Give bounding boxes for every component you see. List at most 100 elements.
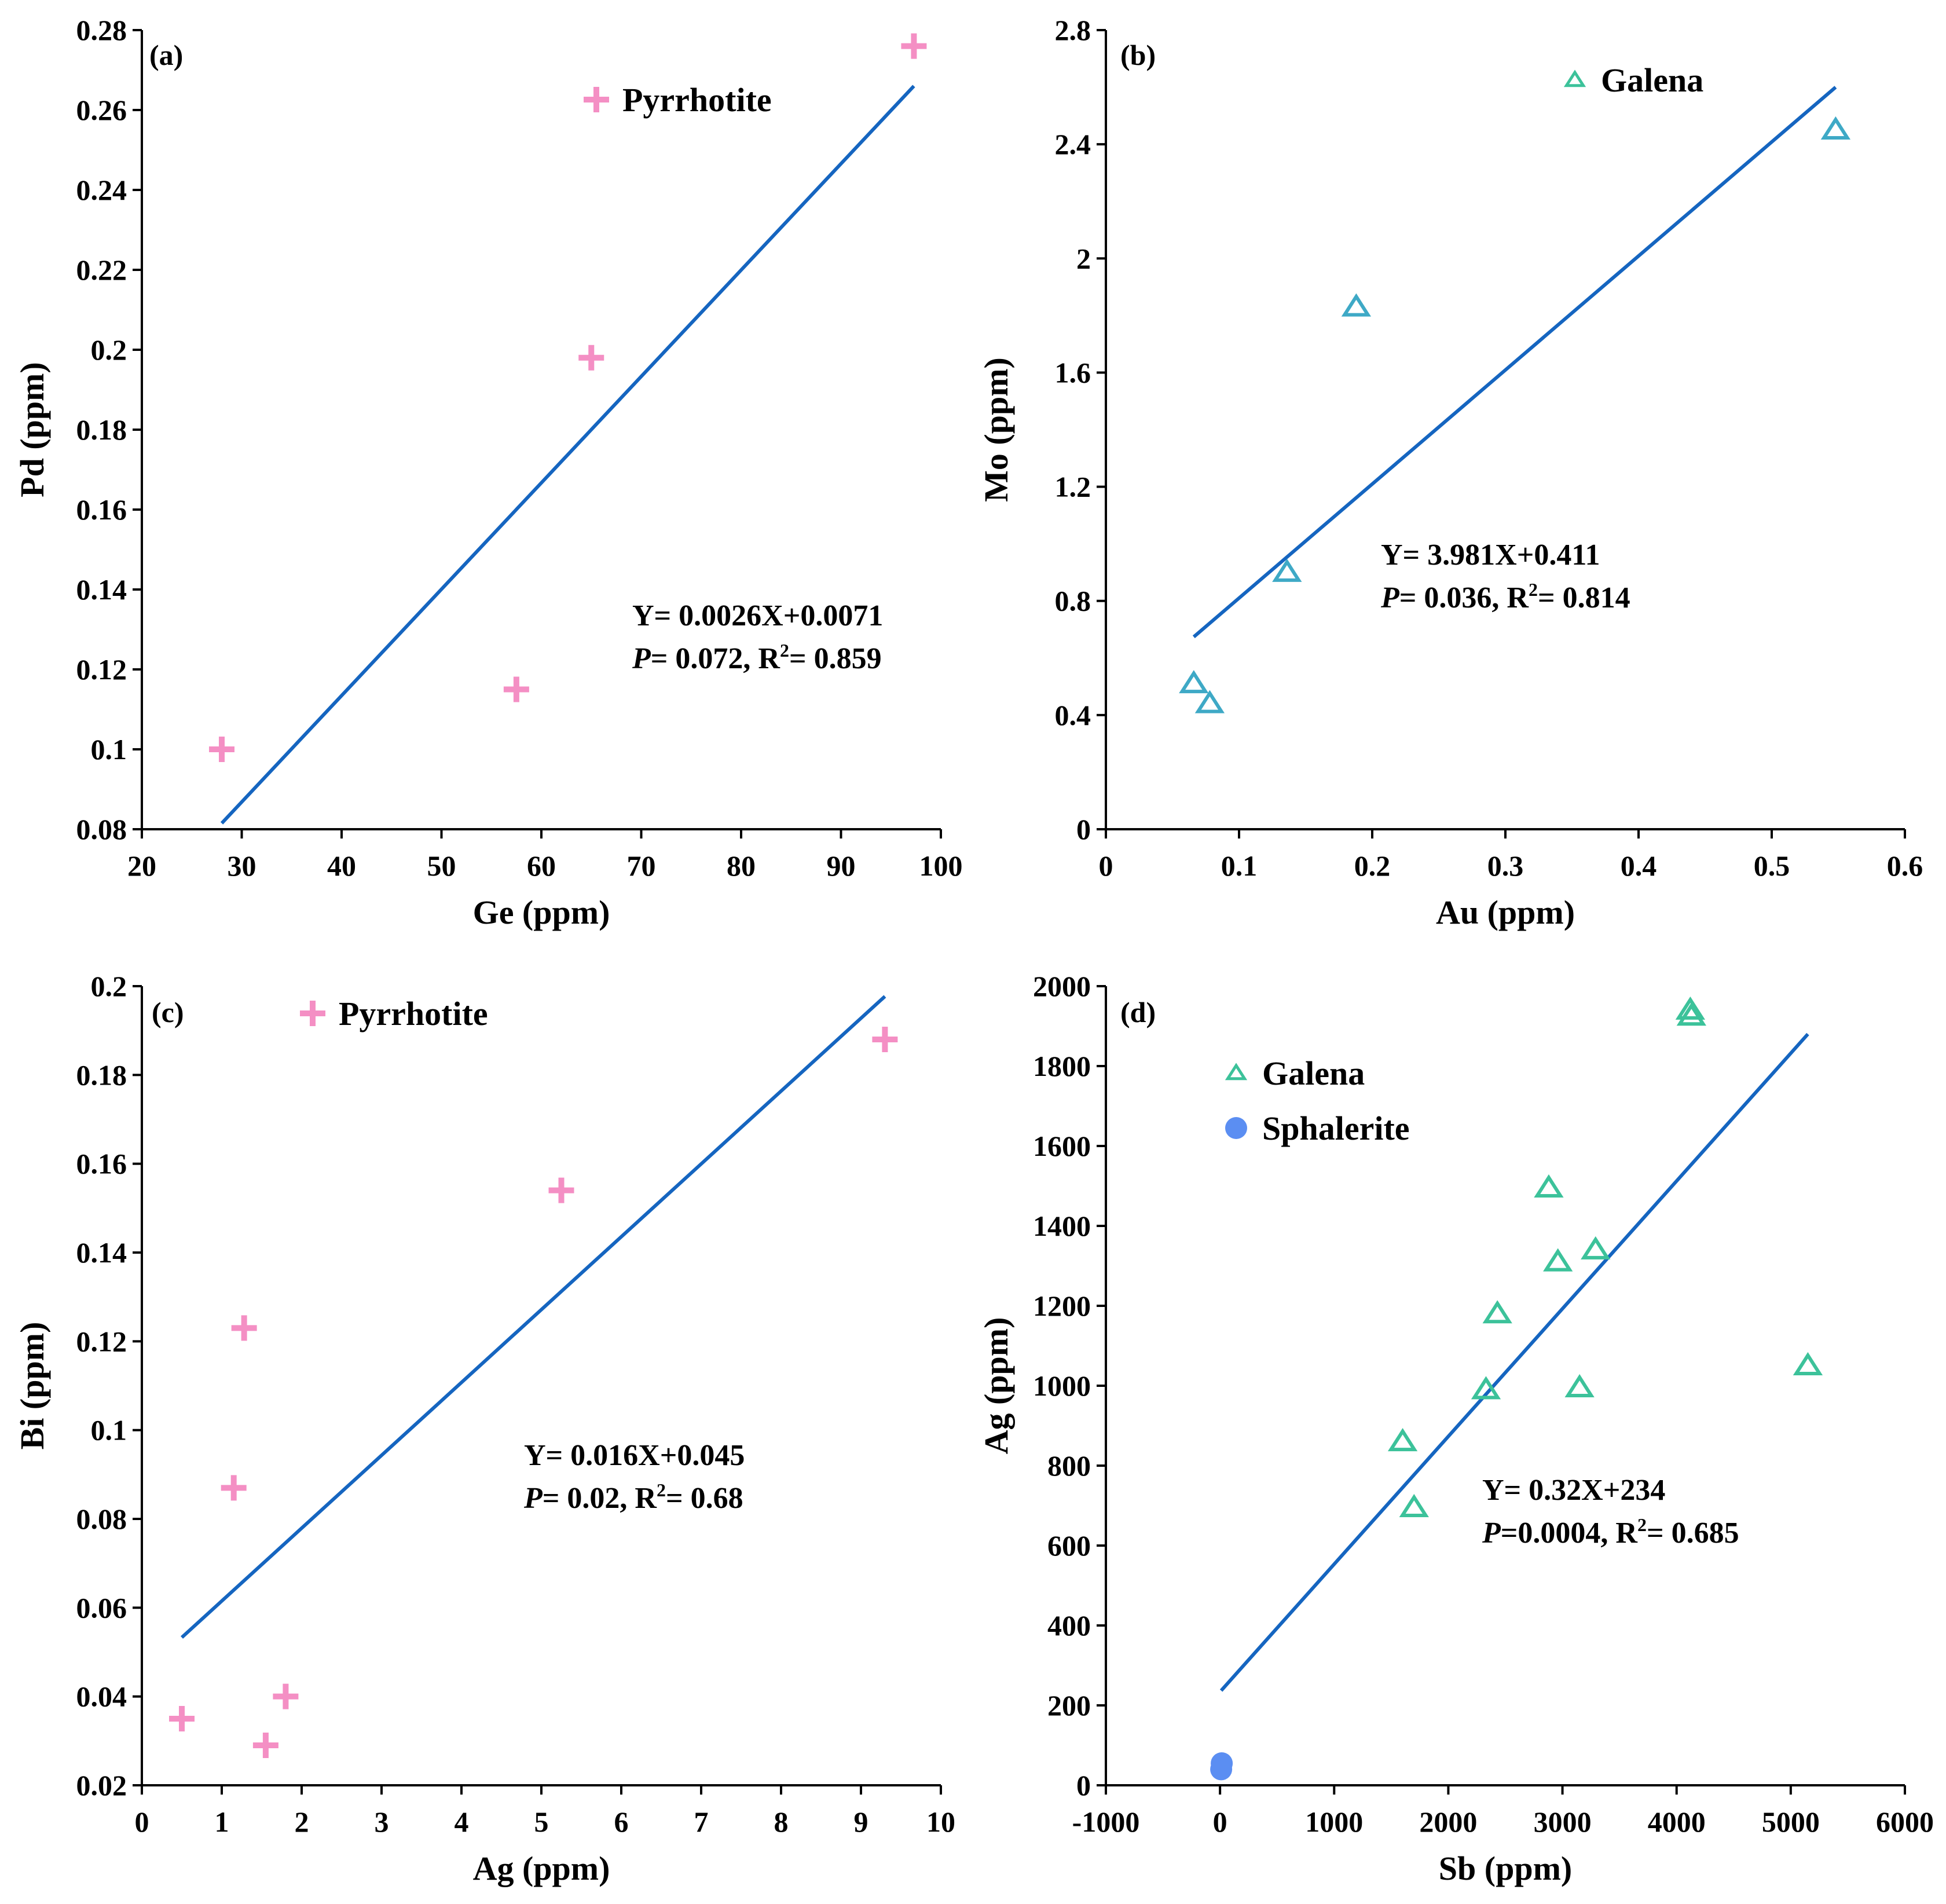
y-tick-label: 0.12 — [76, 1325, 127, 1357]
y-tick-label: 0.12 — [76, 653, 127, 686]
legend-marker — [300, 1001, 325, 1026]
x-tick-label: 3000 — [1534, 1806, 1592, 1838]
y-tick-label: 1.6 — [1055, 356, 1091, 389]
y-tick-label: 0.16 — [76, 493, 127, 526]
data-point — [901, 33, 927, 59]
y-tick-label: 200 — [1047, 1689, 1091, 1722]
y-tick-label: 0.16 — [76, 1148, 127, 1180]
data-point — [221, 1475, 247, 1501]
y-axis-title: Bi (ppm) — [13, 1322, 51, 1450]
y-tick-label: 0.18 — [76, 1059, 127, 1091]
data-point — [1211, 1752, 1233, 1775]
x-tick-label: 2 — [295, 1806, 309, 1838]
legend-label: Sphalerite — [1262, 1110, 1410, 1147]
x-tick-label: 0.2 — [1354, 850, 1391, 882]
x-axis-title: Ge (ppm) — [473, 894, 610, 931]
regression-equation: Y= 3.981X+0.411 — [1381, 539, 1600, 572]
legend-label: Galena — [1262, 1054, 1365, 1092]
y-tick-label: 2.4 — [1055, 128, 1091, 160]
legend-marker — [1563, 69, 1586, 87]
legend-label: Pyrrhotite — [339, 995, 488, 1032]
y-tick-label: 0.08 — [76, 813, 127, 845]
x-tick-label: 90 — [827, 850, 856, 882]
data-point — [1471, 1376, 1501, 1400]
y-tick-label: 0.1 — [91, 1414, 127, 1447]
x-axis-title: Ag (ppm) — [473, 1850, 610, 1887]
data-point — [1482, 1300, 1512, 1324]
data-point — [1793, 1352, 1823, 1375]
y-tick-label: 0.06 — [76, 1591, 127, 1624]
x-tick-label: 0.3 — [1487, 850, 1524, 882]
regression-stats: P= 0.036, R2= 0.814 — [1380, 579, 1630, 614]
regression-line — [220, 85, 915, 825]
data-point — [548, 1177, 574, 1203]
data-point — [252, 1733, 278, 1758]
data-point — [1675, 996, 1706, 1020]
x-tick-label: 20 — [127, 850, 156, 882]
legend-marker — [1225, 1117, 1247, 1139]
y-tick-label: 0.24 — [76, 174, 127, 206]
panel-label: (d) — [1120, 996, 1156, 1028]
legend-marker — [1225, 1063, 1248, 1081]
x-tick-label: 9 — [854, 1806, 868, 1838]
regression-equation: Y= 0.0026X+0.0071 — [632, 599, 883, 632]
regression-line — [180, 995, 886, 1639]
x-tick-label: 4000 — [1648, 1806, 1706, 1838]
regression-line — [1219, 1032, 1809, 1692]
y-tick-label: 0.22 — [76, 254, 127, 286]
x-tick-label: 5 — [534, 1806, 549, 1838]
data-point — [1387, 1428, 1418, 1452]
y-tick-label: 1.2 — [1055, 471, 1091, 503]
legend-label: Pyrrhotite — [622, 81, 772, 119]
x-tick-label: 0 — [135, 1806, 149, 1838]
x-axis-title: Sb (ppm) — [1439, 1850, 1572, 1887]
regression-equation: Y= 0.32X+234 — [1482, 1474, 1665, 1507]
data-point — [1272, 558, 1302, 582]
legend-label: Galena — [1601, 61, 1703, 99]
x-tick-label: -1000 — [1072, 1806, 1140, 1838]
y-tick-label: 0.18 — [76, 413, 127, 446]
x-tick-label: 3 — [375, 1806, 389, 1838]
x-tick-label: 4 — [455, 1806, 469, 1838]
regression-stats: P= 0.02, R2= 0.68 — [523, 1480, 743, 1515]
y-tick-label: 800 — [1047, 1449, 1091, 1482]
regression-line — [1192, 86, 1837, 639]
x-tick-label: 6 — [614, 1806, 629, 1838]
data-point — [1820, 116, 1851, 140]
y-tick-label: 0.8 — [1055, 585, 1091, 617]
x-tick-label: 0.4 — [1621, 850, 1657, 882]
x-axis-title: Au (ppm) — [1436, 894, 1575, 931]
x-tick-label: 40 — [327, 850, 356, 882]
x-tick-label: 30 — [228, 850, 256, 882]
x-tick-label: 7 — [694, 1806, 709, 1838]
x-tick-label: 70 — [627, 850, 656, 882]
y-tick-label: 0.4 — [1055, 699, 1091, 731]
y-tick-label: 0 — [1076, 813, 1091, 845]
data-point — [872, 1027, 898, 1052]
chart-panel: 20 30 40 50 60 70 80 90 100 0.08 0.1 0.12 0.14 0.16 0.… — [13, 14, 963, 931]
x-tick-label: 8 — [774, 1806, 789, 1838]
panel-label: (b) — [1120, 39, 1156, 71]
data-point — [1676, 1002, 1706, 1026]
chart-panel: -1000 0 1000 2000 3000 4000 5000 6000 0 200 400 600… — [977, 970, 1934, 1887]
y-tick-label: 2.8 — [1055, 14, 1091, 46]
y-tick-label: 1400 — [1033, 1210, 1091, 1242]
y-tick-label: 2000 — [1033, 970, 1091, 1002]
x-tick-label: 10 — [926, 1806, 955, 1838]
regression-equation: Y= 0.016X+0.045 — [524, 1439, 745, 1472]
data-point — [1179, 670, 1209, 694]
data-point — [578, 345, 604, 371]
y-tick-label: 0.2 — [91, 334, 127, 366]
y-tick-label: 0.04 — [76, 1680, 127, 1713]
data-point — [1399, 1493, 1429, 1517]
y-tick-label: 600 — [1047, 1529, 1091, 1562]
panel-label: (a) — [149, 39, 183, 71]
y-tick-label: 0 — [1076, 1769, 1091, 1802]
x-tick-label: 80 — [727, 850, 756, 882]
x-tick-label: 60 — [527, 850, 556, 882]
y-tick-label: 0.2 — [91, 970, 127, 1002]
data-point — [1543, 1248, 1573, 1272]
x-tick-label: 0 — [1099, 850, 1113, 882]
legend-marker — [584, 87, 609, 112]
